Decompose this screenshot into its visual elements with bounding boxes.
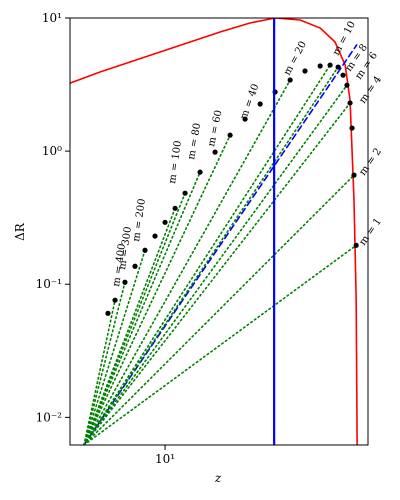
data-point bbox=[182, 190, 188, 196]
y-axis-label: ΔR bbox=[13, 222, 27, 241]
data-point bbox=[317, 63, 323, 69]
annotation: m = 80 bbox=[186, 122, 203, 160]
line-dotted bbox=[83, 66, 339, 445]
annotation: m = 2 bbox=[357, 146, 384, 177]
x-axis-label: z bbox=[214, 471, 222, 485]
line-dotted bbox=[83, 244, 357, 445]
data-point bbox=[340, 72, 346, 78]
line-dotted bbox=[83, 84, 348, 445]
y-tick-label: 10⁰ bbox=[42, 144, 62, 158]
data-point bbox=[162, 219, 168, 225]
data-point bbox=[351, 172, 357, 178]
data-point bbox=[349, 125, 355, 131]
data-point bbox=[197, 169, 203, 175]
data-point bbox=[152, 233, 158, 239]
annotation: m = 1 bbox=[357, 216, 384, 247]
data-point bbox=[105, 310, 111, 316]
axes-frame bbox=[69, 17, 369, 446]
data-point bbox=[142, 247, 148, 253]
y-tick-label: 10⁻² bbox=[36, 410, 63, 424]
data-point bbox=[302, 68, 308, 74]
annotation: m = 40 bbox=[238, 83, 261, 121]
data-point bbox=[353, 242, 359, 248]
line-dotted bbox=[83, 192, 186, 445]
line-dotted bbox=[83, 134, 231, 445]
data-point bbox=[122, 279, 128, 285]
data-point bbox=[242, 116, 248, 122]
line-dotted bbox=[83, 64, 331, 445]
data-point bbox=[344, 82, 350, 88]
data-point bbox=[212, 149, 218, 155]
line-dotted bbox=[83, 281, 126, 445]
line-dotted bbox=[83, 174, 355, 445]
annotation: m = 100 bbox=[167, 140, 184, 184]
y-tick-label: 10⁻¹ bbox=[36, 277, 62, 291]
data-point bbox=[347, 100, 353, 106]
data-point bbox=[327, 62, 333, 68]
line-solid bbox=[70, 18, 358, 445]
plot-area bbox=[70, 18, 359, 445]
data-point bbox=[227, 132, 233, 138]
line-dotted bbox=[83, 102, 351, 445]
y-tick-label: 10¹ bbox=[42, 11, 62, 25]
data-point bbox=[132, 263, 138, 269]
x-tick-label: 10¹ bbox=[155, 452, 175, 466]
annotation: m = 200 bbox=[131, 198, 148, 242]
data-point bbox=[112, 297, 118, 303]
data-point bbox=[257, 101, 263, 107]
data-point bbox=[335, 64, 341, 70]
data-point bbox=[172, 205, 178, 211]
data-point bbox=[287, 77, 293, 83]
line-dotted bbox=[83, 171, 201, 445]
annotation: m = 60 bbox=[206, 109, 224, 147]
line-dotted bbox=[83, 299, 116, 445]
